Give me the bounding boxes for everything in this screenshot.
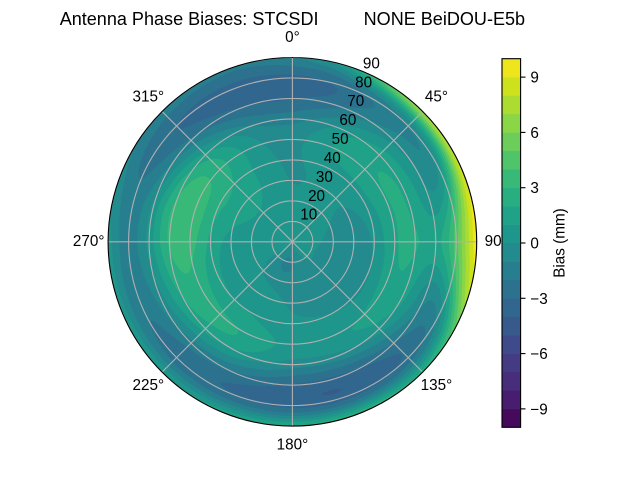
svg-text:−9: −9 bbox=[530, 401, 547, 418]
svg-text:270°: 270° bbox=[73, 233, 105, 250]
svg-text:45°: 45° bbox=[425, 89, 448, 106]
svg-text:180°: 180° bbox=[277, 437, 309, 454]
svg-text:315°: 315° bbox=[133, 89, 165, 106]
svg-text:0: 0 bbox=[530, 236, 538, 253]
svg-text:9: 9 bbox=[530, 70, 538, 87]
svg-text:60: 60 bbox=[339, 112, 356, 129]
svg-text:20: 20 bbox=[308, 188, 325, 205]
svg-text:Bias (mm): Bias (mm) bbox=[551, 208, 568, 278]
svg-text:90: 90 bbox=[363, 55, 380, 72]
svg-text:3: 3 bbox=[530, 180, 538, 197]
svg-text:70: 70 bbox=[347, 93, 364, 110]
svg-text:Antenna Phase Biases: STCSDI: Antenna Phase Biases: STCSDI NONE BeiDOU… bbox=[60, 9, 525, 29]
svg-text:−6: −6 bbox=[530, 346, 547, 363]
svg-text:40: 40 bbox=[324, 150, 341, 167]
svg-text:30: 30 bbox=[316, 169, 333, 186]
svg-text:225°: 225° bbox=[133, 377, 165, 394]
svg-text:0°: 0° bbox=[285, 29, 300, 46]
svg-text:−3: −3 bbox=[530, 291, 547, 308]
svg-text:80: 80 bbox=[355, 74, 372, 91]
svg-text:10: 10 bbox=[300, 207, 317, 224]
svg-text:50: 50 bbox=[332, 131, 349, 148]
svg-text:135°: 135° bbox=[421, 377, 453, 394]
svg-text:6: 6 bbox=[530, 125, 538, 142]
